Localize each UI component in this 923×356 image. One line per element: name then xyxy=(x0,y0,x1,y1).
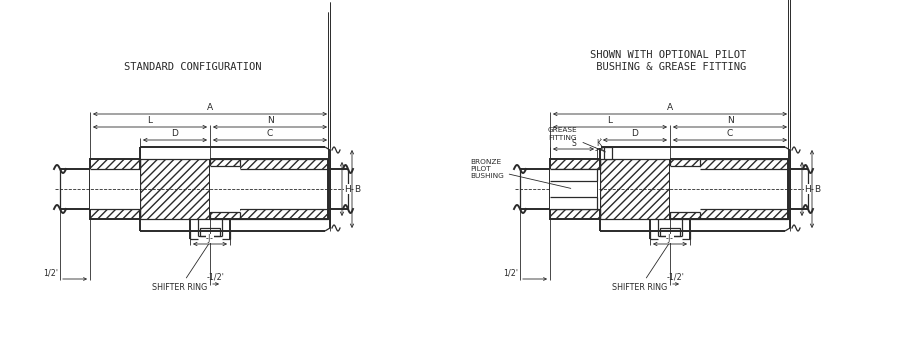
Bar xyxy=(90,169,140,209)
Text: SHIFTER RING: SHIFTER RING xyxy=(612,244,668,292)
Bar xyxy=(700,169,788,209)
Text: N: N xyxy=(267,116,273,125)
Bar xyxy=(550,169,597,209)
Bar xyxy=(550,181,597,197)
Bar xyxy=(200,228,220,236)
Text: K: K xyxy=(596,139,601,148)
Bar xyxy=(90,159,140,219)
Text: H: H xyxy=(804,184,810,194)
Text: BRONZE
PILOT
BUSHING: BRONZE PILOT BUSHING xyxy=(470,159,570,188)
Bar xyxy=(670,159,788,219)
Bar xyxy=(670,166,700,212)
Bar xyxy=(604,147,612,159)
Bar xyxy=(600,159,670,219)
Text: D: D xyxy=(172,129,178,138)
Text: S: S xyxy=(571,139,576,148)
Text: -J-: -J- xyxy=(666,234,674,243)
Text: C: C xyxy=(267,129,273,138)
Text: A: A xyxy=(667,103,673,112)
Text: GREASE
FITTING: GREASE FITTING xyxy=(548,127,605,152)
Bar xyxy=(660,228,680,236)
Text: L: L xyxy=(148,116,152,125)
Bar xyxy=(140,159,210,219)
Text: -1/2': -1/2' xyxy=(667,273,685,282)
Bar xyxy=(550,169,600,209)
Text: D: D xyxy=(631,129,639,138)
Bar xyxy=(210,159,328,219)
Text: SHOWN WITH OPTIONAL PILOT
 BUSHING & GREASE FITTING: SHOWN WITH OPTIONAL PILOT BUSHING & GREA… xyxy=(590,51,746,72)
Text: C: C xyxy=(727,129,733,138)
Text: N: N xyxy=(726,116,734,125)
Text: B: B xyxy=(814,184,821,194)
Text: L: L xyxy=(607,116,613,125)
Text: B: B xyxy=(354,184,360,194)
Text: 1/2': 1/2' xyxy=(43,268,58,277)
Text: -1/2': -1/2' xyxy=(207,273,225,282)
Text: SHIFTER RING: SHIFTER RING xyxy=(152,244,209,292)
Text: 1/2': 1/2' xyxy=(503,268,518,277)
Bar xyxy=(240,169,328,209)
Bar xyxy=(550,159,600,219)
Text: STANDARD CONFIGURATION: STANDARD CONFIGURATION xyxy=(125,62,262,72)
Text: H: H xyxy=(344,184,351,194)
Text: A: A xyxy=(207,103,213,112)
Bar xyxy=(210,166,240,212)
Text: -J-: -J- xyxy=(206,234,214,243)
